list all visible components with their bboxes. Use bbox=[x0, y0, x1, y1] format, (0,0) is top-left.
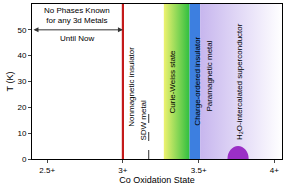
svg-text:2.5+: 2.5+ bbox=[39, 166, 55, 175]
svg-text:40: 40 bbox=[17, 51, 26, 60]
svg-text:3+: 3+ bbox=[118, 166, 127, 175]
svg-text:Until Now: Until Now bbox=[60, 34, 94, 43]
svg-text:10: 10 bbox=[17, 129, 26, 138]
svg-text:30: 30 bbox=[17, 77, 26, 86]
svg-text:Paramagnetic metal: Paramagnetic metal bbox=[205, 40, 214, 111]
svg-text:Co Oxidation State: Co Oxidation State bbox=[119, 175, 195, 185]
svg-text:3.5+: 3.5+ bbox=[191, 166, 207, 175]
svg-text:T (K): T (K) bbox=[5, 72, 15, 92]
svg-text:Curie-Weiss state: Curie-Weiss state bbox=[168, 50, 177, 114]
svg-text:4+: 4+ bbox=[270, 166, 279, 175]
svg-text:50: 50 bbox=[17, 26, 26, 35]
svg-text:No Phases Knownfor any 3d Meta: No Phases Knownfor any 3d Metals bbox=[44, 6, 110, 25]
svg-text:Nonmagnetic insulator: Nonmagnetic insulator bbox=[127, 47, 136, 127]
svg-text:Charge-ordered insulator: Charge-ordered insulator bbox=[193, 36, 202, 125]
svg-text:20: 20 bbox=[17, 103, 26, 112]
svg-text:H₂O-intercalated superconducto: H₂O-intercalated superconductor bbox=[235, 23, 244, 140]
svg-text:0: 0 bbox=[22, 155, 27, 164]
svg-text:SDW metal: SDW metal bbox=[139, 100, 148, 141]
